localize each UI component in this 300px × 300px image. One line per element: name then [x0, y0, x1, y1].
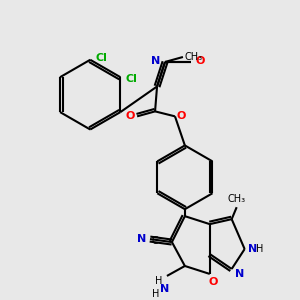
Text: N: N: [151, 56, 160, 66]
Text: O: O: [196, 56, 205, 66]
Text: Cl: Cl: [125, 74, 137, 84]
Text: CH₃: CH₃: [185, 52, 203, 62]
Text: O: O: [125, 111, 135, 122]
Text: H: H: [155, 276, 163, 286]
Text: N: N: [137, 234, 147, 244]
Text: H: H: [256, 244, 263, 254]
Text: Cl: Cl: [95, 53, 107, 63]
Text: O: O: [176, 111, 186, 122]
Text: N: N: [235, 269, 244, 279]
Text: CH₃: CH₃: [228, 194, 246, 204]
Text: N: N: [160, 284, 170, 294]
Text: N: N: [248, 244, 257, 254]
Text: O: O: [208, 277, 218, 287]
Text: C: C: [152, 236, 158, 246]
Text: H: H: [152, 289, 160, 299]
